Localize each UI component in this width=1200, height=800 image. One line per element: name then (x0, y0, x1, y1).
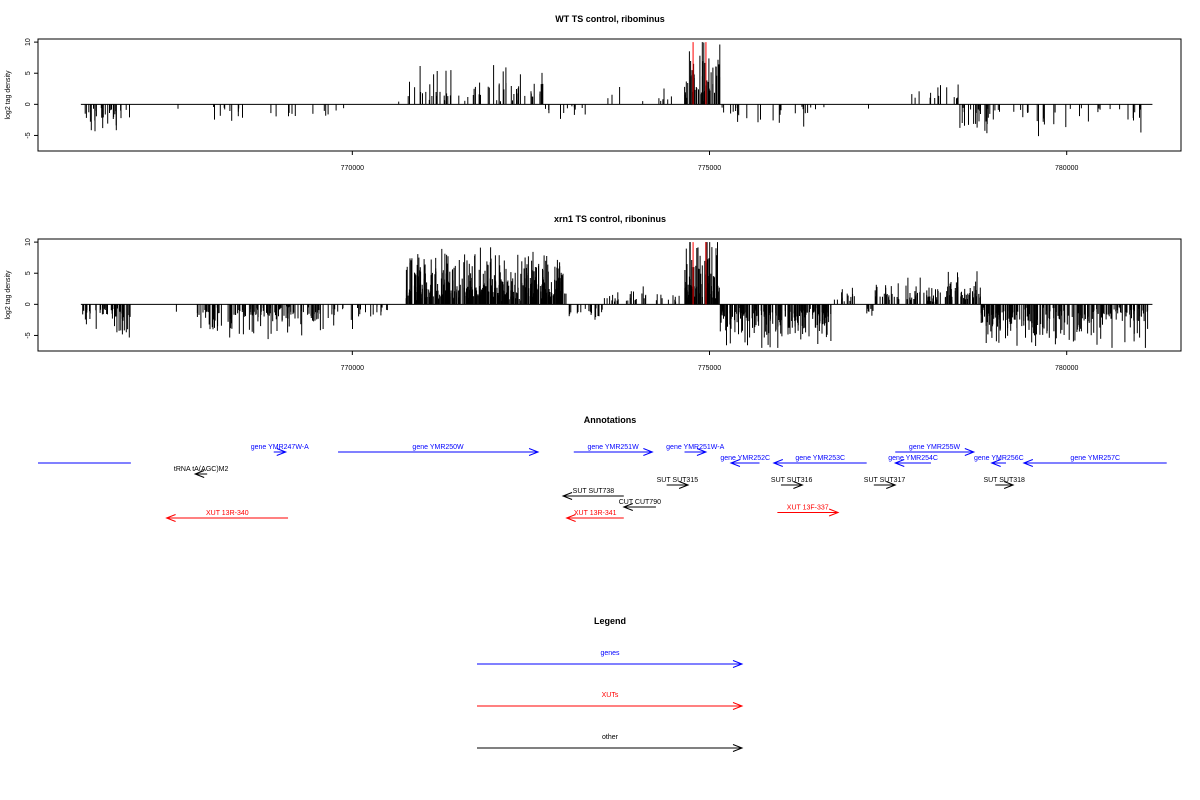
legend-label: genes (600, 650, 620, 657)
x-tick-label: 770000 (341, 165, 364, 172)
annotation-label: gene YMR250W (412, 444, 464, 451)
track-panel-xrn1: xrn1 TS control, riboninus log2 tag densi… (5, 214, 1182, 372)
legend-label: other (602, 734, 619, 741)
annotation-label: gene YMR251W (587, 444, 639, 451)
annotation-label: gene YMR255W (909, 444, 961, 451)
arrowhead (793, 481, 804, 489)
y-tick-label: 5 (25, 271, 32, 275)
arrowhead (828, 508, 840, 517)
annotation-label: XUT 13R-341 (574, 510, 617, 517)
annotation-label: SUT SUT738 (573, 488, 615, 495)
y-tick-label: 5 (25, 71, 32, 75)
y-tick-label: 0 (25, 102, 32, 106)
y-tick-label: -5 (25, 132, 32, 138)
track-panel-wt: WT TS control, ribominus log2 tag density… (5, 14, 1182, 172)
y-tick-label: 10 (25, 238, 32, 246)
arrowhead (729, 459, 741, 467)
arrowhead (732, 744, 744, 752)
arrowhead (678, 481, 690, 489)
arrowhead (193, 470, 205, 478)
arrowhead (1022, 459, 1034, 467)
y-axis-label: log2 tag density (5, 70, 12, 120)
annotation-label: SUT SUT315 (657, 477, 699, 484)
legend-title: Legend (594, 616, 626, 626)
annotation-label: gene YMR256C (974, 455, 1024, 462)
annotation-label: SUT SUT318 (983, 477, 1025, 484)
annotation-label: SUT SUT317 (864, 477, 906, 484)
arrowhead (276, 448, 288, 456)
y-tick-label: -5 (25, 332, 32, 338)
arrowhead (643, 448, 654, 456)
y-axis-label: log2 tag density (5, 270, 12, 320)
annotation-label: gene YMR254C (888, 455, 938, 462)
annotation-label: XUT 13R-340 (206, 510, 249, 517)
arrowhead (732, 702, 744, 710)
annotation-label: gene YMR251W-A (666, 444, 724, 451)
arrowhead (893, 459, 905, 467)
arrowhead (528, 448, 540, 456)
arrowhead (622, 503, 633, 511)
arrowhead (696, 448, 708, 456)
plot-frame (37, 38, 1182, 152)
arrowhead (1003, 481, 1015, 489)
annotation-label: gene YMR253C (795, 455, 845, 462)
arrowhead (990, 459, 1001, 467)
x-tick-label: 775000 (698, 165, 721, 172)
arrowhead (561, 492, 573, 500)
x-tick-label: 770000 (341, 365, 364, 372)
annotation-label: tRNA tA(AGC)M2 (174, 466, 229, 473)
annotation-label: CUT CUT790 (619, 499, 661, 506)
x-tick-label: 775000 (698, 365, 721, 372)
annotation-label: XUT 13F-337 (787, 505, 829, 512)
plot-frame (37, 238, 1182, 352)
arrowhead (964, 448, 976, 456)
arrowhead (732, 660, 744, 668)
annotation-label: gene YMR257C (1070, 455, 1120, 462)
x-tick-label: 780000 (1055, 165, 1078, 172)
annotations-panel: Annotations gene YMR247W-A gene YMR250W ge… (38, 415, 1167, 522)
annotation-label: gene YMR252C (720, 455, 770, 462)
annotation-label: gene YMR247W-A (251, 444, 309, 451)
arrowhead (565, 514, 576, 522)
arrowhead (165, 514, 176, 522)
chart-title: WT TS control, ribominus (555, 14, 665, 24)
arrowhead (772, 459, 783, 467)
arrowhead (886, 481, 897, 489)
annotation-label: SUT SUT316 (771, 477, 813, 484)
legend-panel: Legend genes XUTs other (477, 616, 744, 752)
annotations-title: Annotations (584, 415, 637, 425)
chart-title: xrn1 TS control, riboninus (554, 214, 666, 224)
x-tick-label: 780000 (1055, 365, 1078, 372)
y-tick-label: 0 (25, 302, 32, 306)
y-tick-label: 10 (25, 38, 32, 46)
legend-label: XUTs (602, 692, 619, 699)
